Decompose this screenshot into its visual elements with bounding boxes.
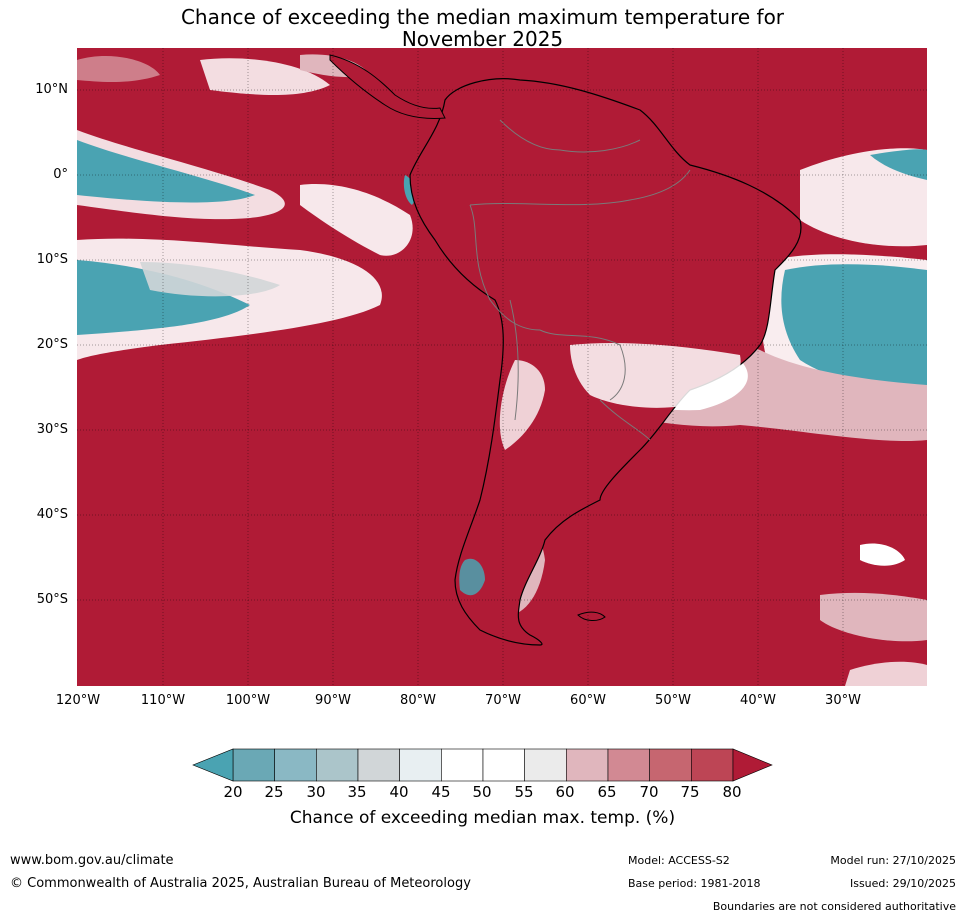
- legend-tick-75: 75: [680, 783, 700, 801]
- lon-label-30w: 30°W: [825, 693, 861, 708]
- issued-text: Issued: 29/10/2025: [849, 877, 956, 890]
- lat-label-10s: 10°S: [36, 252, 68, 267]
- legend-swatch: [357, 748, 400, 782]
- legend-tick-35: 35: [347, 783, 367, 801]
- legend-swatch: [399, 748, 442, 782]
- legend-tick-45: 45: [431, 783, 451, 801]
- lat-label-20s: 20°S: [36, 337, 68, 352]
- map-title-line-1: Chance of exceeding the median maximum t…: [180, 5, 785, 29]
- legend-tick-55: 55: [514, 783, 534, 801]
- legend-tick-60: 60: [555, 783, 575, 801]
- lat-label-0: 0°: [53, 167, 68, 182]
- lat-label-10n: 10°N: [35, 82, 68, 97]
- legend-swatch: [232, 748, 275, 782]
- model-run-text: Model run: 27/10/2025: [830, 854, 956, 867]
- country-borders: [469, 119, 691, 441]
- legend-swatch: [441, 748, 484, 782]
- lon-label-70w: 70°W: [485, 693, 521, 708]
- base-period-text: Base period: 1981-2018: [628, 877, 761, 890]
- legend-tick-80: 80: [722, 783, 742, 801]
- lon-label-40w: 40°W: [740, 693, 776, 708]
- lat-label-40s: 40°S: [36, 507, 68, 522]
- copyright-text: © Commonwealth of Australia 2025, Austra…: [10, 876, 471, 891]
- legend-colorbar: [192, 748, 773, 782]
- lat-label-50s: 50°S: [36, 592, 68, 607]
- legend-swatch: [316, 748, 359, 782]
- lon-label-120w: 120°W: [55, 693, 101, 708]
- legend-swatch: [274, 748, 317, 782]
- disclaimer-text: Boundaries are not considered authoritat…: [712, 900, 956, 913]
- legend-tick-30: 30: [306, 783, 326, 801]
- legend-swatch: [482, 748, 525, 782]
- legend-caption: Chance of exceeding median max. temp. (%…: [289, 808, 676, 828]
- legend-swatch: [691, 748, 734, 782]
- map-title-line-2: November 2025: [401, 27, 564, 51]
- legend-over-arrow: [732, 748, 773, 782]
- map-field: [77, 48, 927, 686]
- legend-tick-25: 25: [264, 783, 284, 801]
- legend-swatch: [524, 748, 567, 782]
- legend-tick-20: 20: [223, 783, 243, 801]
- lon-label-60w: 60°W: [570, 693, 606, 708]
- legend-under-arrow: [192, 748, 234, 782]
- lon-label-50w: 50°W: [655, 693, 691, 708]
- legend-swatch: [566, 748, 609, 782]
- lon-label-80w: 80°W: [400, 693, 436, 708]
- graticule: [77, 48, 927, 686]
- lon-label-110w: 110°W: [140, 693, 186, 708]
- legend-swatch: [607, 748, 650, 782]
- legend-tick-65: 65: [597, 783, 617, 801]
- lon-label-90w: 90°W: [315, 693, 351, 708]
- legend-tick-40: 40: [389, 783, 409, 801]
- lat-label-30s: 30°S: [36, 422, 68, 437]
- model-text: Model: ACCESS-S2: [628, 854, 730, 867]
- legend-swatch: [649, 748, 692, 782]
- legend-tick-50: 50: [472, 783, 492, 801]
- lon-label-100w: 100°W: [225, 693, 271, 708]
- legend-tick-70: 70: [639, 783, 659, 801]
- website-text: www.bom.gov.au/climate: [10, 853, 174, 868]
